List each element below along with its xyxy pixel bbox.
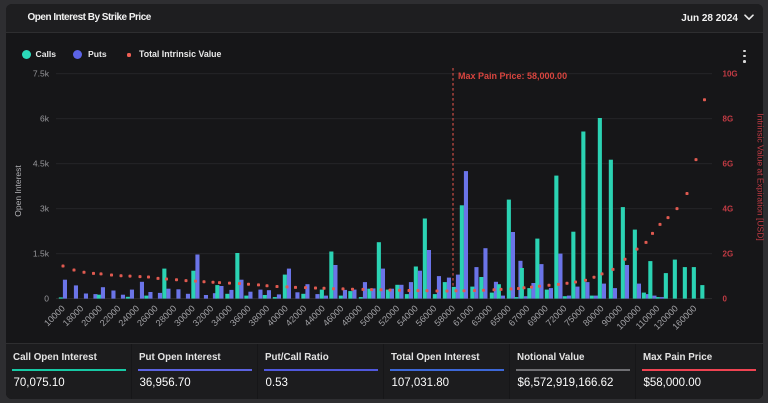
svg-text:0: 0 bbox=[723, 295, 728, 304]
svg-text:6k: 6k bbox=[40, 114, 50, 124]
svg-text:0: 0 bbox=[44, 294, 49, 304]
svg-text:1.5k: 1.5k bbox=[33, 249, 50, 259]
svg-text:2G: 2G bbox=[723, 250, 734, 259]
svg-text:Intrinsic Value at Expiration: Intrinsic Value at Expiration [USD] bbox=[756, 113, 766, 240]
svg-text:Open Interest: Open Interest bbox=[13, 165, 23, 217]
svg-text:6G: 6G bbox=[723, 160, 734, 169]
svg-text:3k: 3k bbox=[40, 204, 50, 214]
svg-text:Max Pain Price: 58,000.00: Max Pain Price: 58,000.00 bbox=[458, 71, 567, 81]
svg-text:10G: 10G bbox=[723, 70, 738, 79]
svg-text:8G: 8G bbox=[723, 115, 734, 124]
svg-text:7.5k: 7.5k bbox=[33, 69, 50, 79]
svg-text:4G: 4G bbox=[723, 205, 734, 214]
svg-text:4.5k: 4.5k bbox=[33, 159, 50, 169]
